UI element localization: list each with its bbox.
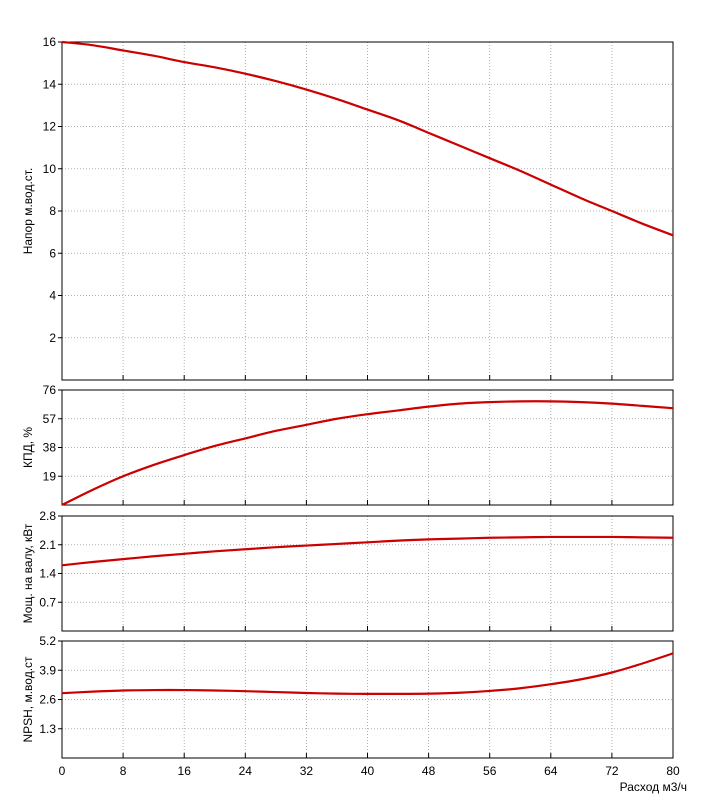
x-tick-label: 72: [605, 764, 619, 778]
head-y-tick-label: 10: [43, 162, 57, 176]
head-y-tick-label: 4: [49, 289, 56, 303]
efficiency-y-tick-label: 38: [43, 441, 57, 455]
npsh-y-axis-title: NPSH, м.вод.ст: [21, 656, 35, 743]
npsh-curve: [61, 652, 674, 696]
x-tick-label: 80: [666, 764, 680, 778]
npsh-y-tick-label: 1.3: [39, 722, 56, 736]
efficiency-curve: [61, 400, 674, 506]
efficiency-y-tick-label: 19: [43, 469, 57, 483]
x-tick-label: 48: [422, 764, 436, 778]
power-y-axis-title: Мощ. на валу, кВт: [21, 523, 35, 623]
head-y-tick-label: 16: [43, 35, 57, 49]
x-tick-label: 32: [300, 764, 314, 778]
head-plot-frame: [61, 41, 674, 381]
x-tick-label: 64: [544, 764, 558, 778]
power-y-tick-label: 2.8: [39, 509, 56, 523]
npsh-y-tick-label: 2.6: [39, 693, 56, 707]
npsh-y-tick-label: 3.9: [39, 663, 56, 677]
x-tick-label: 8: [120, 764, 127, 778]
head-y-axis-title: Напор м.вод.ст.: [21, 168, 35, 255]
npsh-plot-frame: [61, 640, 674, 759]
power-y-tick-label: 0.7: [39, 595, 56, 609]
x-axis-title: Расход м3/ч: [620, 780, 687, 794]
npsh-y-tick-label: 5.2: [39, 634, 56, 648]
efficiency-plot-frame: [61, 389, 674, 506]
head-y-tick-label: 6: [49, 246, 56, 260]
x-tick-label: 0: [59, 764, 66, 778]
power-y-tick-label: 1.4: [39, 567, 56, 581]
power-plot-frame: [61, 515, 674, 632]
power-y-tick-label: 2.1: [39, 538, 56, 552]
head-y-tick-label: 14: [43, 77, 57, 91]
efficiency-y-tick-label: 76: [43, 383, 57, 397]
head-y-tick-label: 8: [49, 204, 56, 218]
head-y-tick-label: 2: [49, 331, 56, 345]
head-y-tick-label: 12: [43, 120, 57, 134]
x-tick-label: 24: [239, 764, 253, 778]
x-tick-label: 40: [361, 764, 375, 778]
power-curve: [61, 535, 674, 567]
efficiency-y-axis-title: КПД, %: [21, 427, 35, 468]
efficiency-y-tick-label: 57: [43, 412, 57, 426]
head-curve: [61, 40, 674, 237]
x-tick-label: 56: [483, 764, 497, 778]
x-tick-label: 16: [178, 764, 192, 778]
